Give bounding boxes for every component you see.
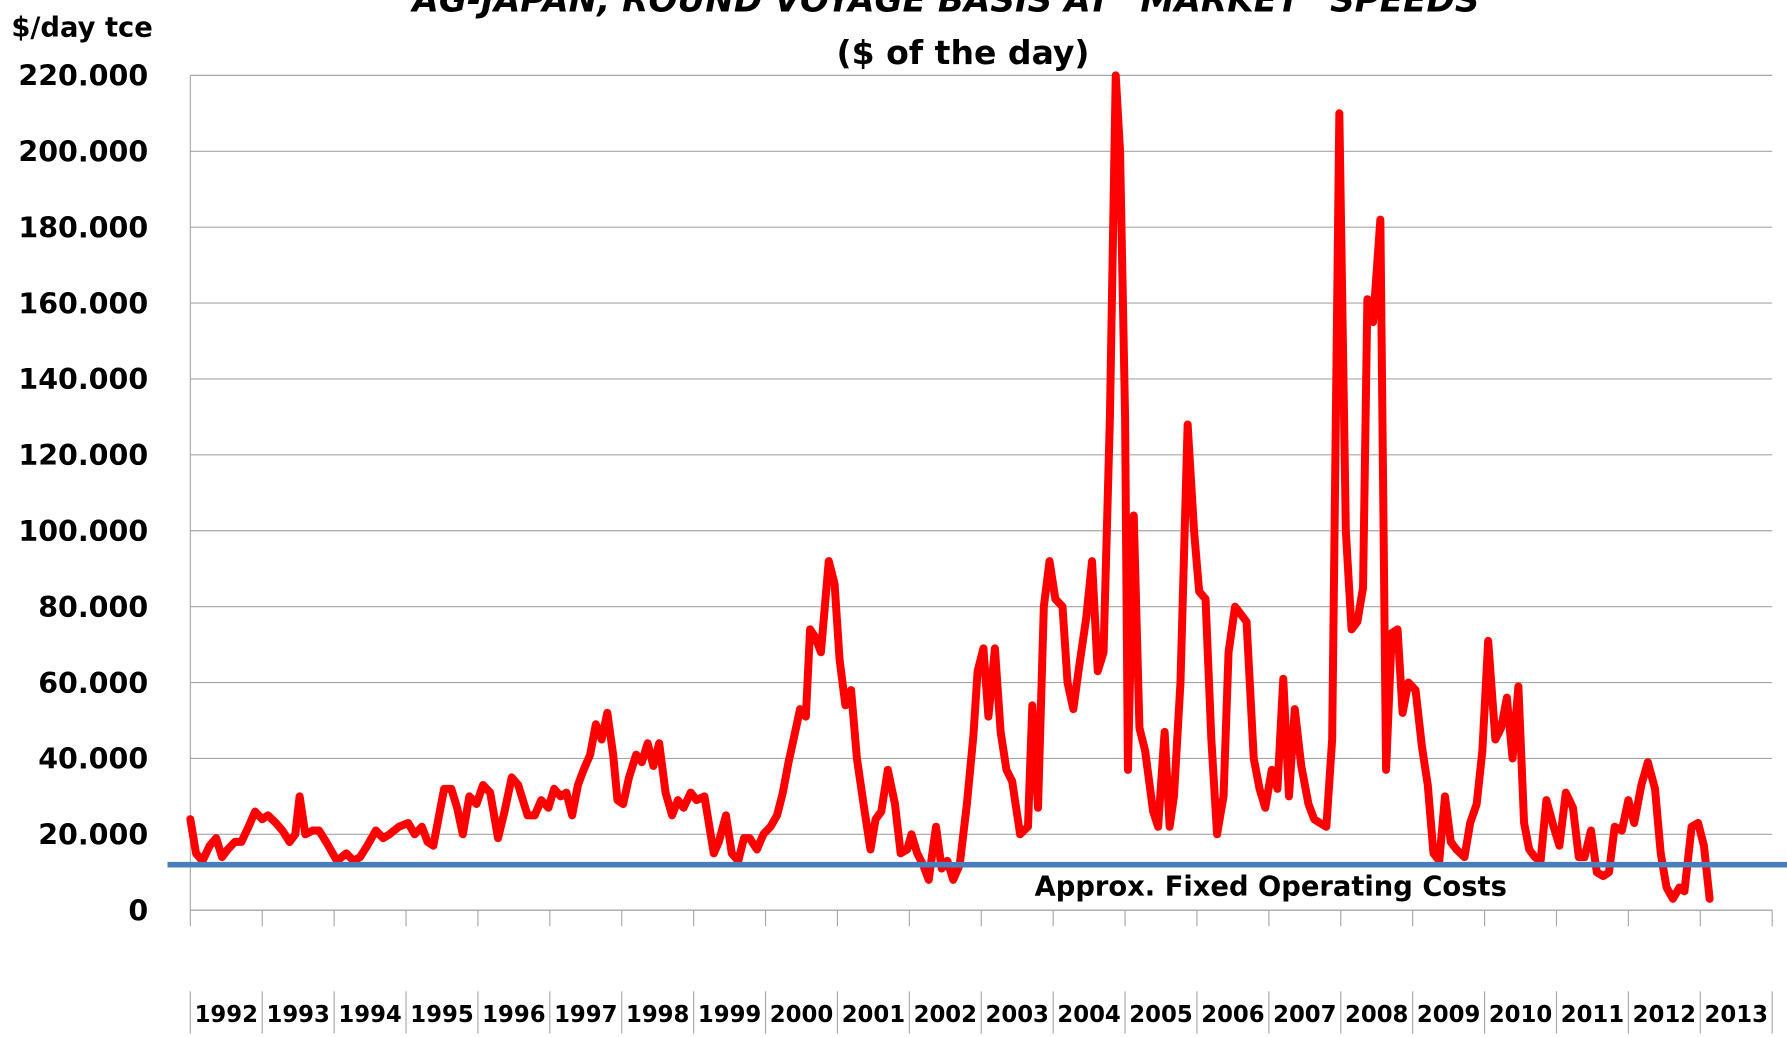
x-tick-label: 2011	[1561, 1002, 1624, 1028]
x-tick-label: 2008	[1345, 1002, 1408, 1028]
y-tick-label: 80.000	[38, 591, 148, 624]
x-tick-label: 2010	[1489, 1002, 1552, 1028]
y-tick-label: 180.000	[18, 211, 148, 244]
x-tick-label: 2009	[1417, 1002, 1480, 1028]
chart-title: AG-JAPAN, ROUND VOYAGE BASIS AT "MARKET"…	[409, 0, 1479, 20]
y-tick-label: 160.000	[18, 287, 148, 320]
chart-subtitle: ($ of the day)	[837, 33, 1090, 72]
x-tick-label: 2003	[986, 1002, 1049, 1028]
x-tick-label: 2006	[1201, 1002, 1264, 1028]
x-tick-label: 1992	[195, 1002, 258, 1028]
y-tick-label: 40.000	[38, 743, 148, 776]
x-tick-label: 2000	[770, 1002, 833, 1028]
x-tick-label: 2002	[914, 1002, 977, 1028]
y-tick-label: 120.000	[18, 439, 148, 472]
x-tick-label: 2005	[1129, 1002, 1192, 1028]
reference-label: Approx. Fixed Operating Costs	[1035, 871, 1507, 902]
y-tick-label: 220.000	[18, 60, 148, 93]
x-tick-label: 1996	[482, 1002, 545, 1028]
y-tick-label: 140.000	[18, 363, 148, 396]
y-tick-label: 0	[128, 894, 148, 927]
x-tick-label: 1993	[266, 1002, 329, 1028]
data-line	[186, 71, 1714, 903]
x-tick-label: 1998	[626, 1002, 689, 1028]
x-tick-label: 1999	[698, 1002, 761, 1028]
y-axis-label: $/day tce	[11, 13, 152, 44]
y-tick-label: 200.000	[18, 136, 148, 169]
y-tick-label: 60.000	[38, 667, 148, 700]
y-tick-label: 100.000	[18, 515, 148, 548]
x-tick-label: 1994	[338, 1002, 401, 1028]
x-tick-label: 2004	[1057, 1002, 1120, 1028]
x-tick-label: 2013	[1705, 1002, 1768, 1028]
x-tick-label: 1995	[410, 1002, 473, 1028]
x-tick-label: 1997	[554, 1002, 617, 1028]
x-tick-label: 2001	[842, 1002, 905, 1028]
x-tick-label: 2007	[1273, 1002, 1336, 1028]
x-tick-label: 2012	[1633, 1002, 1696, 1028]
y-tick-label: 20.000	[38, 819, 148, 852]
